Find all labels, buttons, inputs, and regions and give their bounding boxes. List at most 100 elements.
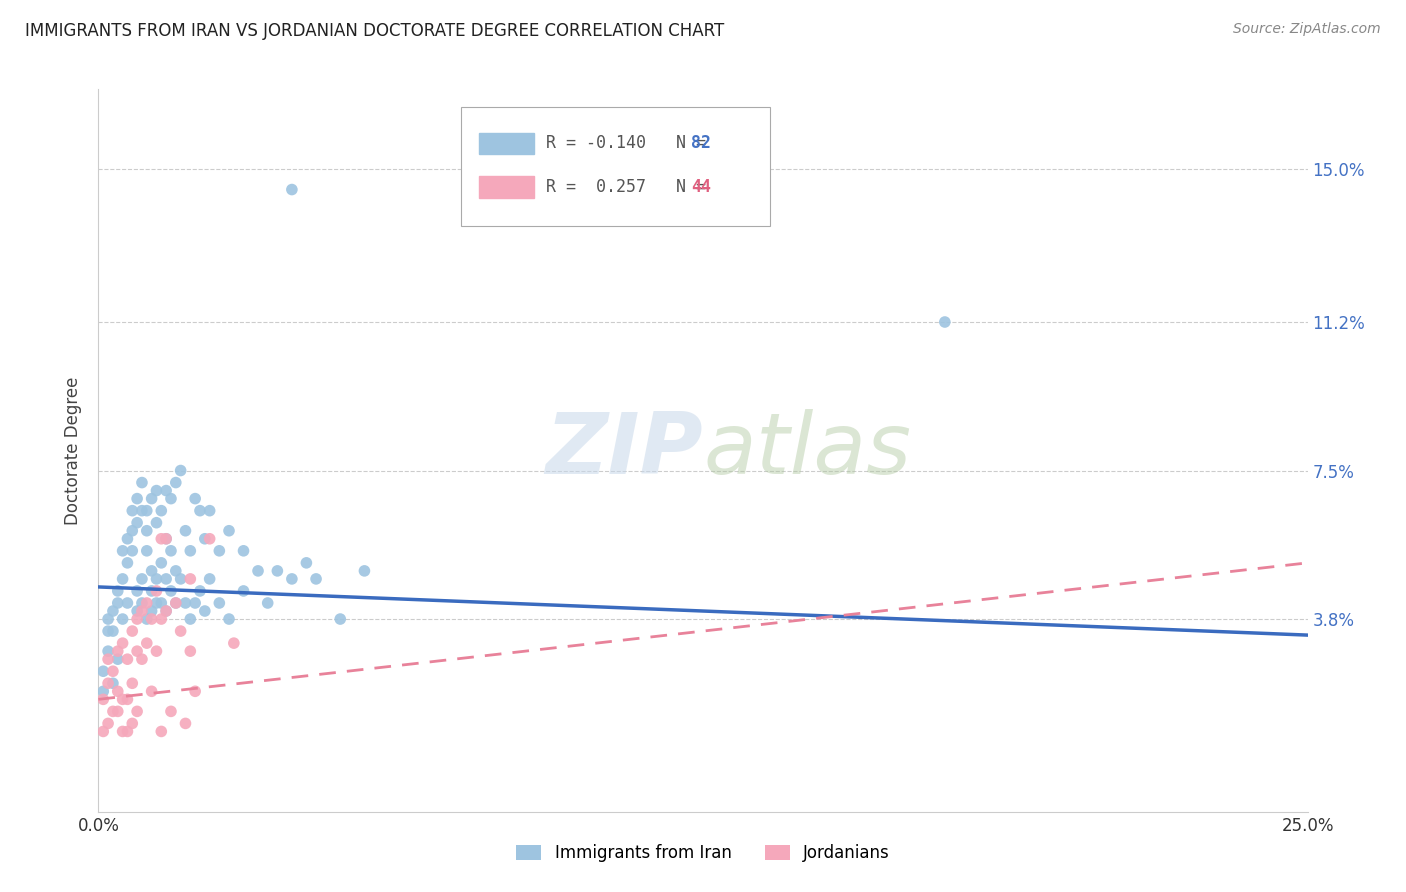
Text: 44: 44 [690, 178, 711, 195]
Point [127, 612, 149, 626]
Point [141, 491, 163, 506]
Point [127, 516, 149, 530]
Point [218, 524, 240, 538]
Point [101, 604, 124, 618]
Point [111, 724, 134, 739]
Point [179, 544, 201, 558]
Point [135, 636, 157, 650]
Point [150, 532, 173, 546]
Point [97, 652, 120, 666]
Point [155, 483, 177, 498]
Point [179, 572, 201, 586]
Point [135, 524, 157, 538]
Point [184, 596, 207, 610]
Point [188, 584, 211, 599]
Text: R = -0.140   N =: R = -0.140 N = [546, 135, 716, 153]
Point [131, 652, 153, 666]
Point [127, 491, 149, 506]
Point [101, 676, 124, 690]
Point [121, 524, 143, 538]
Point [188, 503, 211, 517]
Point [135, 503, 157, 517]
Point [111, 544, 134, 558]
Point [111, 636, 134, 650]
Point [165, 475, 187, 490]
Point [179, 612, 201, 626]
Point [155, 532, 177, 546]
Point [218, 612, 240, 626]
Point [184, 491, 207, 506]
Point [145, 483, 167, 498]
Point [135, 596, 157, 610]
Point [101, 624, 124, 639]
Point [145, 584, 167, 599]
Point [150, 556, 173, 570]
Point [97, 612, 120, 626]
Point [198, 532, 221, 546]
Text: 82: 82 [690, 135, 711, 153]
Point [107, 705, 129, 719]
Point [179, 644, 201, 658]
Legend: Immigrants from Iran, Jordanians: Immigrants from Iran, Jordanians [508, 836, 898, 871]
Point [194, 532, 217, 546]
Point [174, 524, 197, 538]
Point [107, 684, 129, 698]
Point [155, 604, 177, 618]
Point [165, 564, 187, 578]
Point [165, 596, 187, 610]
Point [117, 652, 139, 666]
Point [121, 544, 143, 558]
Point [97, 676, 120, 690]
Text: atlas: atlas [703, 409, 911, 492]
Point [107, 596, 129, 610]
Point [121, 676, 143, 690]
Point [329, 612, 352, 626]
Point [141, 684, 163, 698]
Point [281, 572, 304, 586]
Point [145, 644, 167, 658]
Point [141, 612, 163, 626]
Point [141, 584, 163, 599]
Point [150, 503, 173, 517]
Point [305, 572, 328, 586]
Point [247, 564, 270, 578]
Point [111, 572, 134, 586]
Point [97, 716, 120, 731]
Point [208, 596, 231, 610]
Point [135, 544, 157, 558]
Point [127, 584, 149, 599]
Point [141, 564, 163, 578]
Point [155, 604, 177, 618]
Point [117, 532, 139, 546]
Point [198, 503, 221, 517]
Point [150, 612, 173, 626]
Point [169, 464, 191, 478]
Text: R =  0.257   N =: R = 0.257 N = [546, 178, 716, 195]
Point [135, 612, 157, 626]
Point [169, 572, 191, 586]
Point [174, 596, 197, 610]
Point [150, 596, 173, 610]
Point [117, 596, 139, 610]
Point [295, 556, 318, 570]
Point [117, 692, 139, 706]
Point [131, 596, 153, 610]
Point [165, 596, 187, 610]
Point [222, 636, 245, 650]
Point [101, 705, 124, 719]
Point [127, 604, 149, 618]
Point [117, 724, 139, 739]
Point [145, 516, 167, 530]
Point [184, 684, 207, 698]
Text: ZIP: ZIP [546, 409, 703, 492]
Point [934, 315, 956, 329]
FancyBboxPatch shape [461, 107, 769, 227]
Point [121, 624, 143, 639]
Point [353, 564, 375, 578]
Point [91, 724, 114, 739]
Point [111, 692, 134, 706]
Point [198, 572, 221, 586]
Point [131, 572, 153, 586]
Point [256, 596, 278, 610]
Point [91, 692, 114, 706]
